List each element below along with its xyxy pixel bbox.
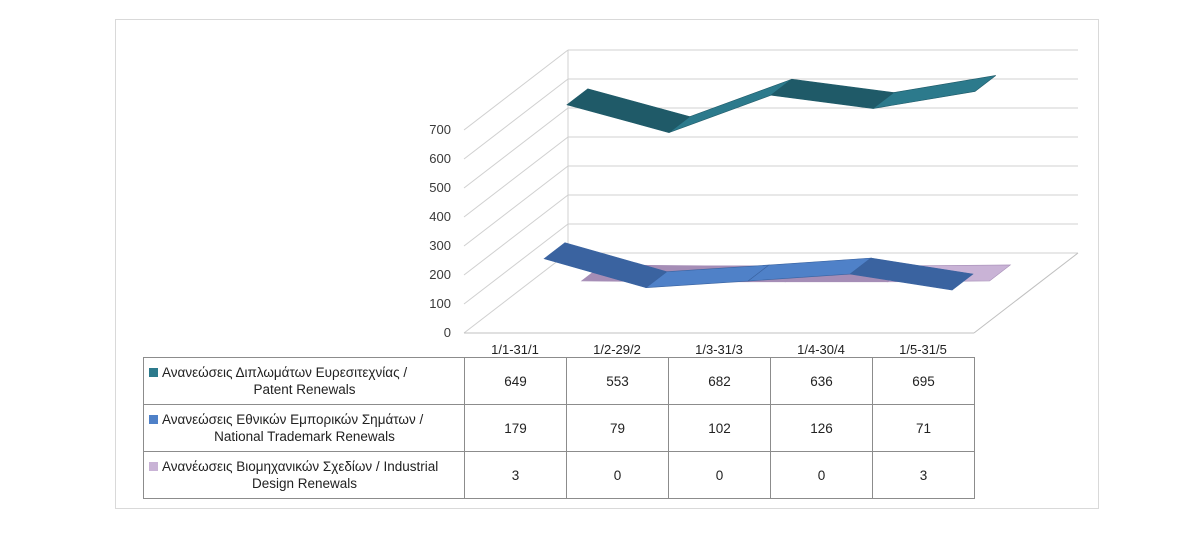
series-segment <box>770 78 895 109</box>
category-label: 1/3-31/3 <box>695 342 743 357</box>
series-lines <box>543 75 1012 291</box>
gridline-side <box>463 165 569 247</box>
table-cell-value: 179 <box>464 404 567 452</box>
table-cell-value: 0 <box>668 451 771 499</box>
y-axis-tick-labels: 0 100 200 300 400 500 600 700 <box>429 122 451 340</box>
table-cell-value: 102 <box>668 404 771 452</box>
gridline-side <box>463 78 569 160</box>
category-header-row: 1/1-31/1 1/2-29/2 1/3-31/3 1/4-30/4 1/5-… <box>464 342 974 357</box>
table-cell-value: 126 <box>770 404 873 452</box>
series-name-line1: Ανανεώσεις Εθνικών Εμπορικών Σημάτων / <box>162 412 424 427</box>
series-segment <box>566 88 691 133</box>
table-cell-value: 695 <box>872 357 975 405</box>
series-label-patent: Ανανεώσεις Διπλωμάτων Ευρεσιτεχνίας / Pa… <box>143 357 465 405</box>
table-row-patent: Ανανεώσεις Διπλωμάτων Ευρεσιτεχνίας / Pa… <box>143 357 975 405</box>
data-table: Ανανεώσεις Διπλωμάτων Ευρεσιτεχνίας / Pa… <box>143 357 975 499</box>
gridline-side <box>463 252 569 334</box>
table-row-trademark: Ανανεώσεις Εθνικών Εμπορικών Σημάτων / N… <box>143 404 975 452</box>
series-name-line1: Ανανεώσεις Διπλωμάτων Ευρεσιτεχνίας / <box>162 365 408 380</box>
y-tick-label: 0 <box>444 325 451 340</box>
gridline-side <box>463 136 569 218</box>
category-label: 1/5-31/5 <box>899 342 947 357</box>
series-name-line2: National Trademark Renewals <box>214 429 395 444</box>
table-cell-value: 682 <box>668 357 771 405</box>
y-tick-label: 100 <box>429 296 451 311</box>
y-tick-label: 400 <box>429 209 451 224</box>
gridline-side <box>463 107 569 189</box>
table-cell-value: 71 <box>872 404 975 452</box>
series-name-line2: Patent Renewals <box>253 382 356 397</box>
legend-key-patent <box>149 368 158 377</box>
y-tick-label: 500 <box>429 180 451 195</box>
legend-key-design <box>149 462 158 471</box>
series-ribbon <box>566 75 996 133</box>
series-label-design: Ανανέωσεις Βιομηχανικών Σχεδίων / Indust… <box>143 451 465 499</box>
y-tick-label: 700 <box>429 122 451 137</box>
legend-key-trademark <box>149 415 158 424</box>
series-name-line2: Design Renewals <box>251 476 358 491</box>
series-ribbon <box>543 242 974 291</box>
gridline-side <box>463 49 569 131</box>
category-label: 1/4-30/4 <box>797 342 845 357</box>
y-tick-label: 300 <box>429 238 451 253</box>
gridline-side <box>463 223 569 305</box>
table-row-design: Ανανέωσεις Βιομηχανικών Σχεδίων / Indust… <box>143 451 975 499</box>
floor-right-edge <box>973 252 1079 334</box>
table-cell-value: 636 <box>770 357 873 405</box>
category-label: 1/2-29/2 <box>593 342 641 357</box>
series-label-trademark: Ανανεώσεις Εθνικών Εμπορικών Σημάτων / N… <box>143 404 465 452</box>
gridline-side <box>463 194 569 276</box>
series-segment <box>872 75 996 109</box>
series-segment <box>668 78 792 133</box>
category-label: 1/1-31/1 <box>491 342 539 357</box>
y-tick-label: 600 <box>429 151 451 166</box>
table-cell-value: 79 <box>566 404 669 452</box>
table-cell-value: 0 <box>770 451 873 499</box>
y-tick-label: 200 <box>429 267 451 282</box>
table-cell-value: 3 <box>464 451 567 499</box>
gridlines <box>463 49 1079 334</box>
table-cell-value: 0 <box>566 451 669 499</box>
table-cell-value: 553 <box>566 357 669 405</box>
series-segment <box>849 257 974 291</box>
table-cell-value: 649 <box>464 357 567 405</box>
table-cell-value: 3 <box>872 451 975 499</box>
series-name-line1: Ανανέωσεις Βιομηχανικών Σχεδίων / Indust… <box>162 459 439 474</box>
